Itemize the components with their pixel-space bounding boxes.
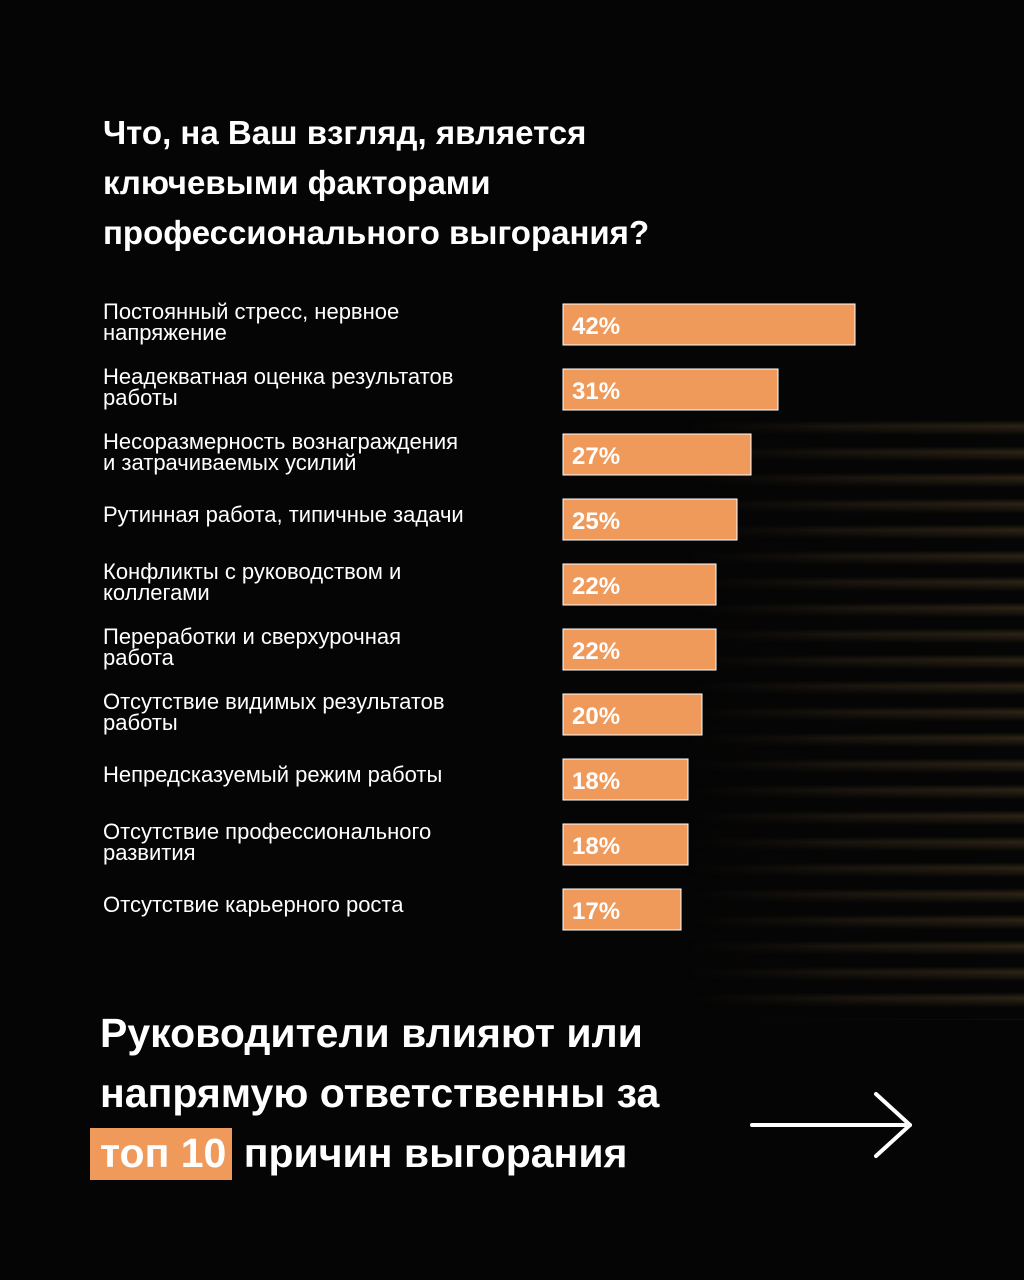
bar: [562, 303, 856, 346]
title-line: Что, на Ваш взгляд, является: [103, 114, 587, 151]
bar: [562, 758, 689, 801]
category-label: Рутинная работа, типичные задачи: [103, 502, 464, 527]
data-label: 18%: [572, 833, 620, 860]
bar: [562, 888, 682, 931]
category-label: и затрачиваемых усилий: [103, 450, 356, 475]
bar: [562, 823, 689, 866]
category-label: Отсутствие профессионального: [103, 819, 431, 844]
data-label: 17%: [572, 898, 620, 925]
bar: [562, 563, 717, 606]
data-label: 22%: [572, 573, 620, 600]
category-label: Конфликты с руководством и: [103, 559, 401, 584]
data-label: 20%: [572, 703, 620, 730]
category-label: коллегами: [103, 580, 210, 605]
data-label: 42%: [572, 313, 620, 340]
title-line: ключевыми факторами: [103, 164, 491, 201]
conclusion-line: топ 10 причин выгорания: [90, 1123, 740, 1183]
data-label: 22%: [572, 638, 620, 665]
conclusion-line: напрямую ответственны за: [100, 1070, 660, 1116]
conclusion-text: Руководители влияют или напрямую ответст…: [90, 1003, 740, 1183]
bar: [562, 433, 752, 476]
category-label: работа: [103, 645, 175, 670]
category-label: работы: [103, 710, 178, 735]
category-label: работы: [103, 385, 178, 410]
highlight-badge: топ 10: [90, 1128, 233, 1180]
bar: [562, 498, 738, 541]
category-label: Отсутствие карьерного роста: [103, 892, 404, 917]
conclusion-rest: причин выгорания: [232, 1130, 628, 1176]
arrow-right-icon[interactable]: [748, 1090, 918, 1160]
category-label: Непредсказуемый режим работы: [103, 762, 442, 787]
category-label: Постоянный стресс, нервное: [103, 299, 399, 324]
title-line: профессионального выгорания?: [103, 214, 650, 251]
conclusion-line: Руководители влияют или: [100, 1010, 643, 1056]
category-label: Переработки и сверхурочная: [103, 624, 401, 649]
data-label: 25%: [572, 508, 620, 535]
bar: [562, 628, 717, 671]
category-label: развития: [103, 840, 196, 865]
category-label: Несоразмерность вознаграждения: [103, 429, 458, 454]
bar: [562, 368, 779, 411]
category-label: Неадекватная оценка результатов: [103, 364, 453, 389]
data-label: 27%: [572, 443, 620, 470]
bar: [562, 693, 703, 736]
chart-title: Что, на Ваш взгляд, является ключевыми ф…: [103, 108, 803, 258]
category-label: Отсутствие видимых результатов: [103, 689, 445, 714]
data-label: 31%: [572, 378, 620, 405]
category-label: напряжение: [103, 320, 227, 345]
data-label: 18%: [572, 768, 620, 795]
